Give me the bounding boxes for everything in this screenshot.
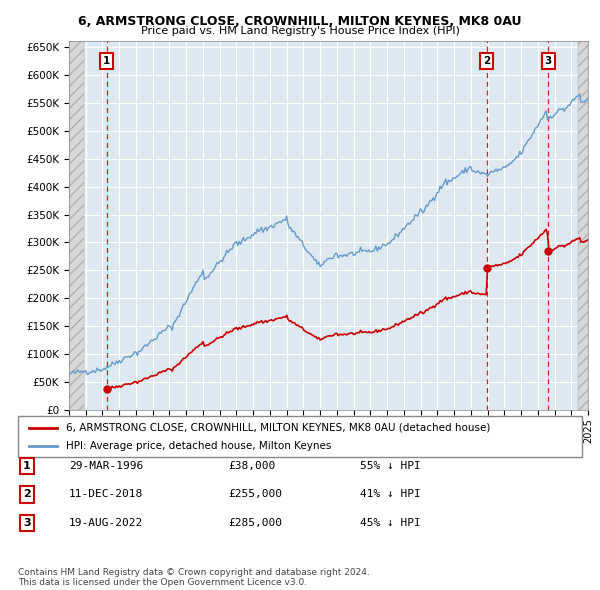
Text: 29-MAR-1996: 29-MAR-1996 xyxy=(69,461,143,471)
Text: Contains HM Land Registry data © Crown copyright and database right 2024.
This d: Contains HM Land Registry data © Crown c… xyxy=(18,568,370,587)
Text: 19-AUG-2022: 19-AUG-2022 xyxy=(69,518,143,527)
Text: 3: 3 xyxy=(23,518,31,527)
Text: 2: 2 xyxy=(483,56,490,66)
Text: 2: 2 xyxy=(23,490,31,499)
Text: Price paid vs. HM Land Registry's House Price Index (HPI): Price paid vs. HM Land Registry's House … xyxy=(140,26,460,36)
Text: £255,000: £255,000 xyxy=(228,490,282,499)
Text: 41% ↓ HPI: 41% ↓ HPI xyxy=(360,490,421,499)
Text: HPI: Average price, detached house, Milton Keynes: HPI: Average price, detached house, Milt… xyxy=(66,441,331,451)
Text: 11-DEC-2018: 11-DEC-2018 xyxy=(69,490,143,499)
Text: £38,000: £38,000 xyxy=(228,461,275,471)
Text: 1: 1 xyxy=(103,56,110,66)
Text: 45% ↓ HPI: 45% ↓ HPI xyxy=(360,518,421,527)
FancyBboxPatch shape xyxy=(18,416,582,457)
Text: 6, ARMSTRONG CLOSE, CROWNHILL, MILTON KEYNES, MK8 0AU (detached house): 6, ARMSTRONG CLOSE, CROWNHILL, MILTON KE… xyxy=(66,422,490,432)
Text: 55% ↓ HPI: 55% ↓ HPI xyxy=(360,461,421,471)
Text: 1: 1 xyxy=(23,461,31,471)
Text: 3: 3 xyxy=(545,56,552,66)
Text: £285,000: £285,000 xyxy=(228,518,282,527)
Text: 6, ARMSTRONG CLOSE, CROWNHILL, MILTON KEYNES, MK8 0AU: 6, ARMSTRONG CLOSE, CROWNHILL, MILTON KE… xyxy=(78,15,522,28)
